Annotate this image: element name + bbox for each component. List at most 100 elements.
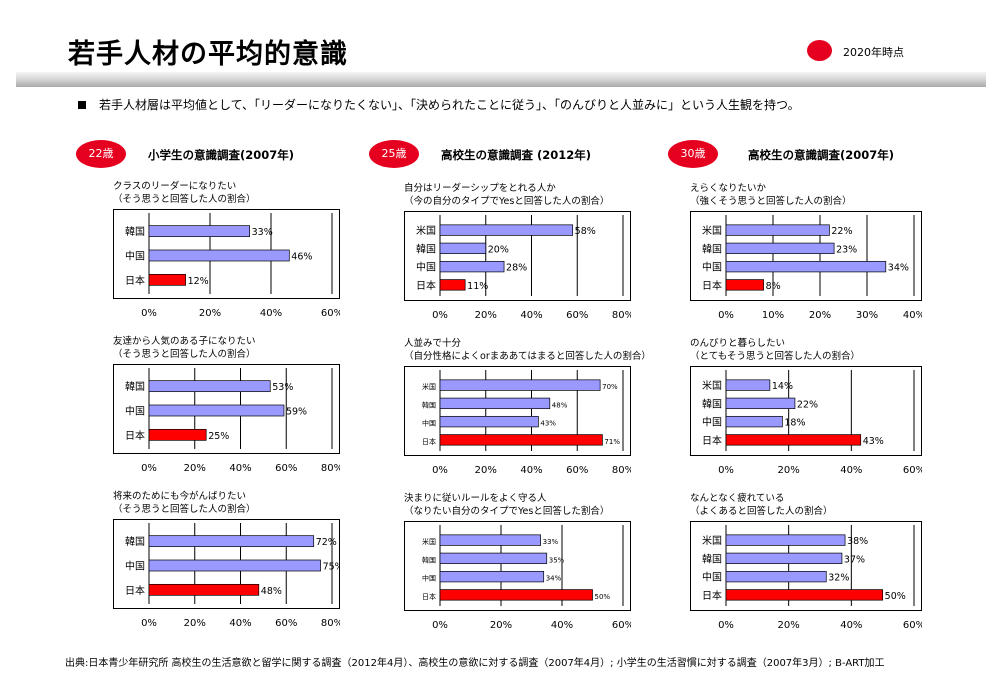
category-label: 韓国 [125,226,145,238]
category-label: 中国 [702,571,722,584]
bar [725,434,862,446]
tick-label: 40% [840,620,862,631]
bar [439,570,545,583]
category-label: 韓国 [125,536,145,548]
question-text: クラスのリーダーになりたい [113,181,237,192]
category-label: 米国 [422,382,436,391]
question-note: （とてもそう思うと回答した人の割合） [690,351,861,362]
tick-label: 0% [141,618,157,629]
category-label: 中国 [125,560,145,573]
category-label: 米国 [702,224,722,237]
category-label: 韓国 [416,243,436,255]
tick-label: 20% [184,618,206,629]
category-label: 韓国 [702,553,722,565]
tick-label: 0% [718,465,734,476]
category-label: 日本 [702,434,722,447]
question-note: （よくあると回答した人の割合） [690,506,833,517]
bar [725,397,796,410]
question-text: のんびりと暮らしたい [690,338,786,349]
bar [725,415,783,428]
category-label: 日本 [422,592,436,601]
source-note: 出典:日本青少年研究所 高校生の生活意欲と留学に関する調査（2012年4月）、高… [65,658,885,669]
category-label: 韓国 [125,381,145,393]
value-label: 12% [188,276,209,287]
bar-chart: 0% 20% 40% 60% 80% 韓国 53% 中国 59% 日本 25% [113,364,340,474]
tick-label: 40% [840,465,862,476]
bullet-icon [78,101,86,109]
age-badge: 30歳 [668,140,718,168]
bar [725,279,764,291]
question-text: えらくなりたいか [690,183,767,194]
question-caption: 人並みで十分 （自分性格によくorまああてはまると回答した人の割合） [404,337,651,363]
question-caption: 決まりに従いルールをよく守る人 （なりたい自分のタイプでYesと回答した割合） [404,492,609,518]
question-note: （自分性格によくorまああてはまると回答した人の割合） [404,351,651,362]
value-label: 11% [467,281,488,292]
bar [725,379,771,391]
tick-label: 20% [199,308,221,319]
tick-label: 30% [856,310,878,321]
value-label: 34% [888,263,909,274]
category-label: 韓国 [702,243,722,255]
bar-chart: 0% 20% 40% 60% 米国 38% 韓国 37% 中国 32% 日本 50% [690,521,922,631]
bar [439,260,505,273]
category-label: 米国 [702,534,722,547]
value-label: 46% [291,252,312,263]
tick-label: 40% [520,310,542,321]
bar [725,570,827,583]
bar [725,260,887,273]
category-label: 中国 [416,261,436,274]
tick-label: 20% [490,620,512,631]
bar [439,534,542,546]
tick-label: 60% [903,620,922,631]
question-text: 将来のためにも今がんばりたい [113,491,247,502]
value-label: 34% [546,575,562,583]
tick-label: 20% [778,620,800,631]
question-text: 自分はリーダーシップをとれる人か [404,183,556,194]
bar [725,534,846,546]
bar-chart: 0% 10% 20% 30% 40% 米国 22% 韓国 23% 中国 34% 日本 8% [690,211,922,321]
tick-label: 60% [275,618,297,629]
question-text: 人並みで十分 [404,338,462,349]
value-label: 43% [863,436,884,447]
value-label: 20% [488,244,509,255]
category-label: 中国 [702,261,722,274]
question-caption: なんとなく疲れている （よくあると回答した人の割合） [690,492,833,518]
value-label: 22% [831,226,852,237]
column-title: 高校生の意識調査(2007年) [748,148,895,162]
question-note: （強くそう思うと回答した人の割合） [690,196,852,207]
category-label: 日本 [422,437,436,446]
value-label: 50% [885,591,906,602]
bar [439,589,593,601]
bar [439,279,466,291]
tick-label: 80% [321,463,340,474]
tick-label: 0% [432,465,448,476]
question-note: （そう思うと回答した人の割合） [113,504,256,515]
tick-label: 20% [778,465,800,476]
tick-label: 60% [275,463,297,474]
bar [148,583,260,596]
tick-label: 20% [809,310,831,321]
question-caption: のんびりと暮らしたい （とてもそう思うと回答した人の割合） [690,337,860,363]
value-label: 70% [602,383,618,391]
question-caption: 自分はリーダーシップをとれる人か （今の自分のタイプでYesと回答した人の割合） [404,182,609,208]
tick-label: 0% [718,310,734,321]
date-badge: 2020年時点 [843,46,904,59]
question-caption: えらくなりたいか （強くそう思うと回答した人の割合） [690,182,852,208]
bar [725,242,835,255]
category-label: 日本 [702,589,722,602]
bar [148,535,315,548]
category-label: 中国 [125,250,145,263]
question-text: 決まりに従いルールをよく守る人 [404,493,547,504]
tick-label: 80% [612,465,631,476]
category-label: 韓国 [422,555,436,564]
bar [148,225,251,238]
value-label: 14% [772,381,793,392]
summary-text: 若手人材層は平均値として、「リーダーになりたくない」、「決められたことに従う」、… [99,98,800,112]
question-text: なんとなく疲れている [690,493,785,504]
value-label: 18% [784,418,805,429]
tick-label: 20% [475,465,497,476]
bar-chart: 0% 20% 40% 60% 80% 米国 70% 韓国 48% 中国 43% 日本 71% [404,366,631,476]
tick-label: 40% [260,308,282,319]
value-label: 28% [506,263,527,274]
bar [148,404,285,417]
